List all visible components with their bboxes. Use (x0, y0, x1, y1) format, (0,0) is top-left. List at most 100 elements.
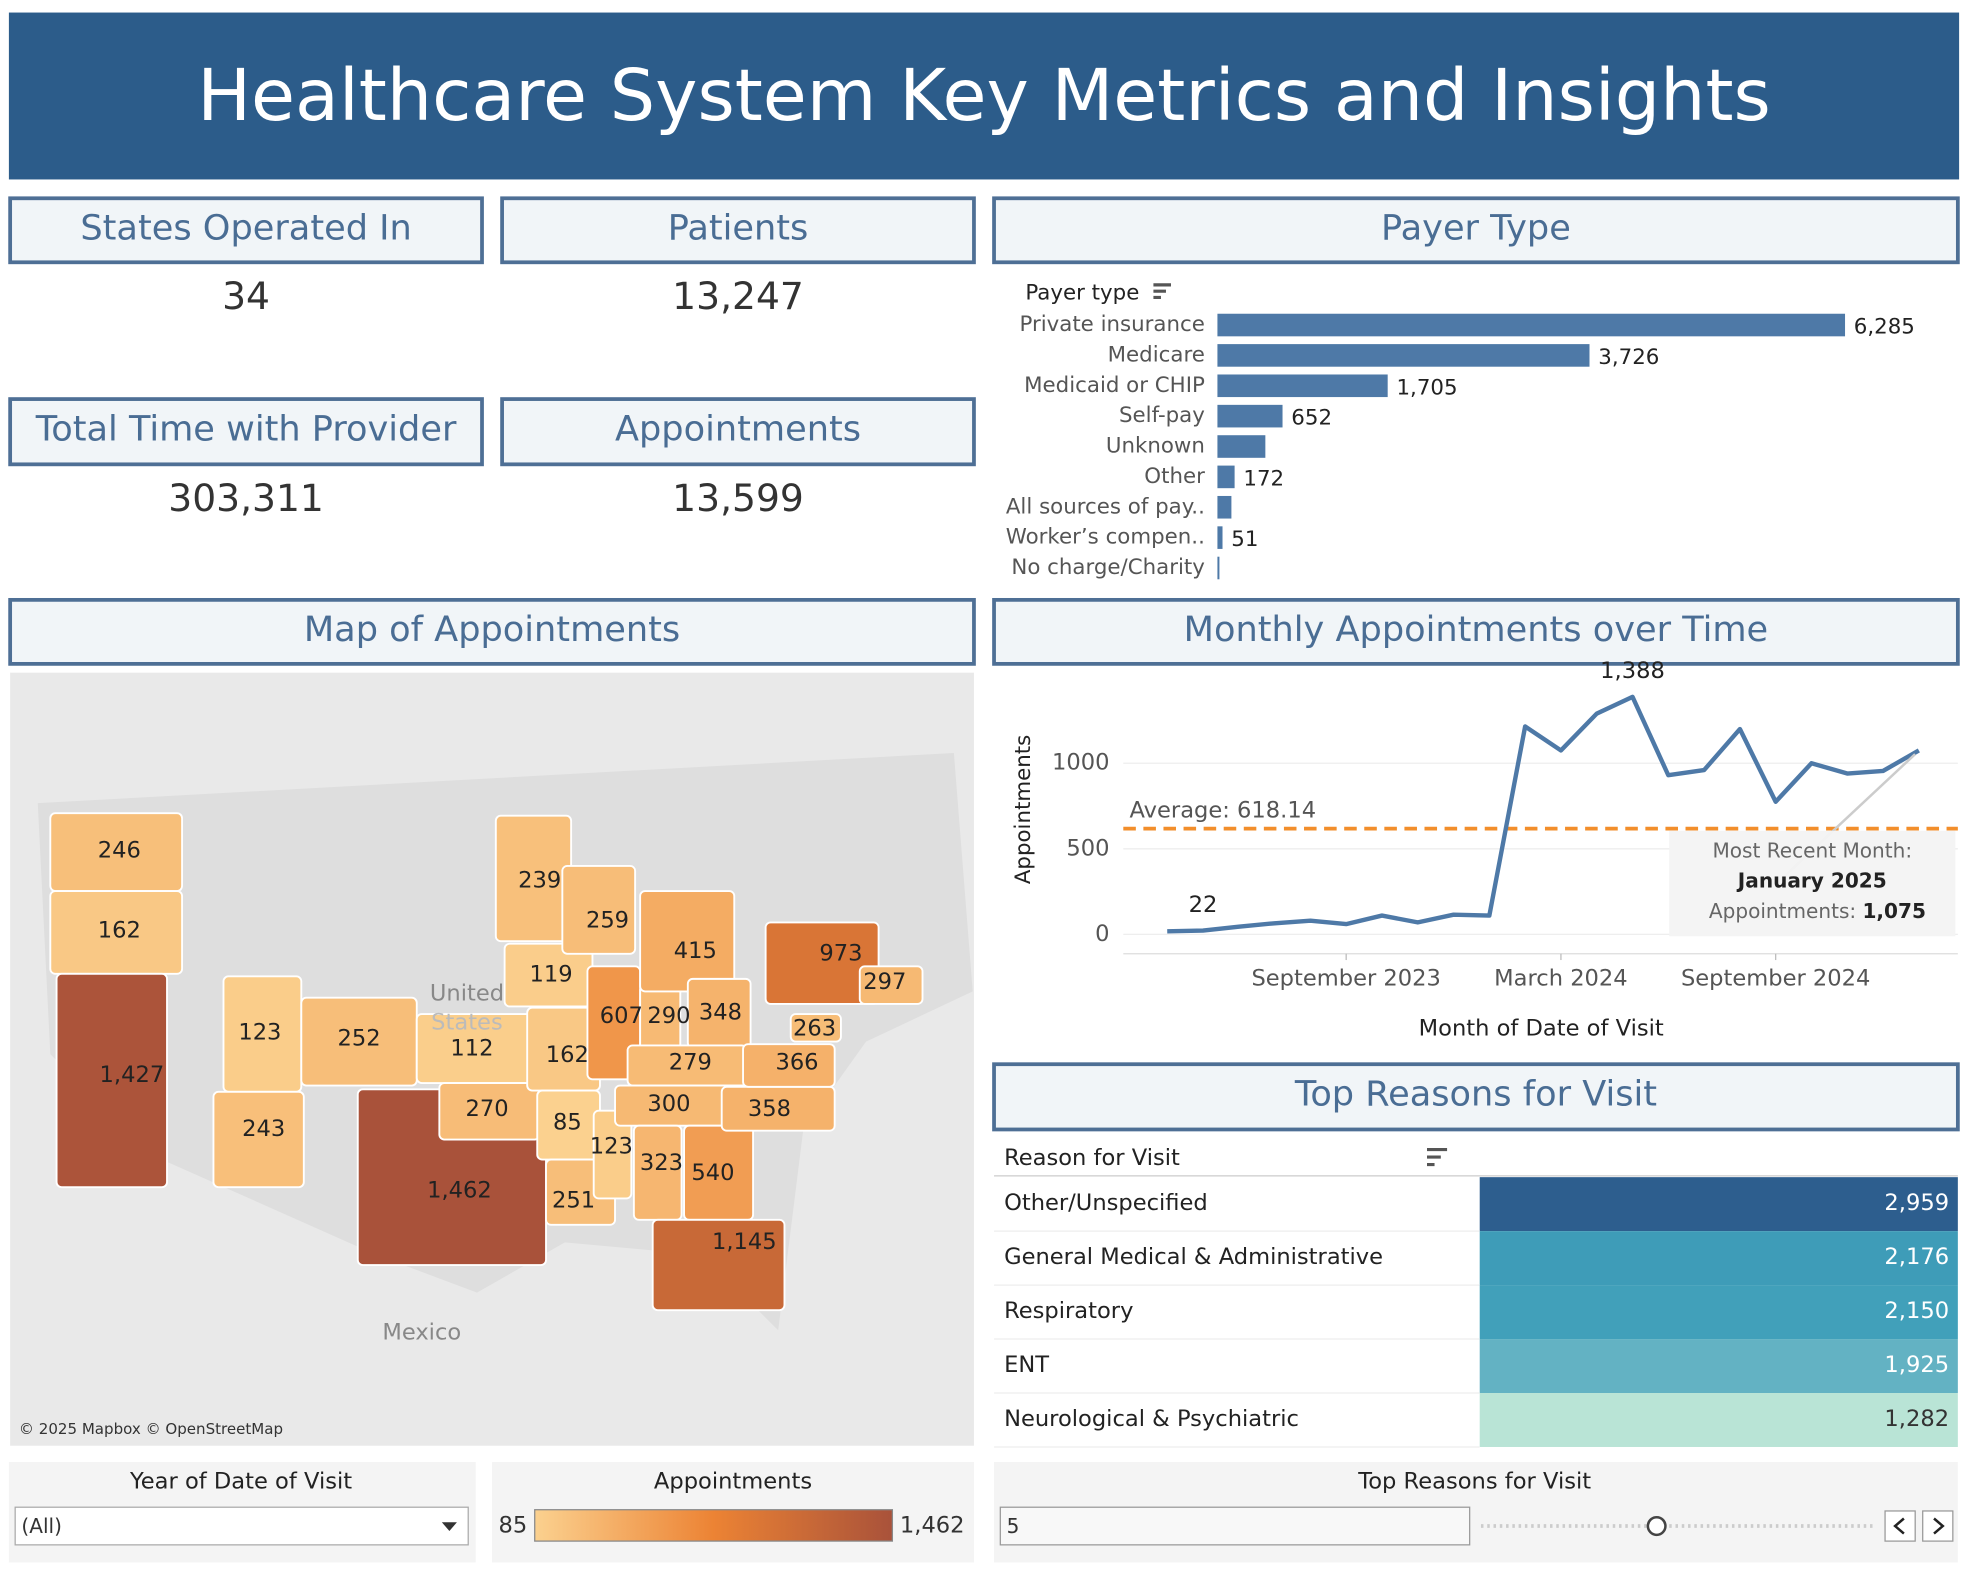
tooltip-month: January 2025 (1736, 869, 1887, 893)
line (1167, 694, 1920, 934)
state-label: 112 (450, 1036, 493, 1062)
state-label: 300 (647, 1091, 690, 1117)
category-label: Medicare (1108, 342, 1205, 367)
x-tick-label: September 2023 (1251, 965, 1440, 991)
bar (1217, 465, 1235, 489)
cell-value: 2,959 (1884, 1190, 1949, 1216)
tooltip-value: 1,075 (1862, 899, 1925, 923)
state-label: 239 (518, 867, 561, 893)
cell (1479, 1231, 1958, 1286)
state-label: 290 (647, 1003, 690, 1029)
kpi-box (500, 397, 976, 467)
country-label: United (430, 980, 504, 1006)
prev-icon[interactable] (1893, 1517, 1905, 1535)
dropdown-arrow[interactable] (441, 1522, 457, 1532)
section-title: Top Reasons for Visit (1294, 1074, 1657, 1115)
kpi-label: Appointments (615, 408, 861, 449)
dropdown[interactable] (14, 1506, 469, 1546)
bar (1217, 495, 1232, 519)
sort-icon (1427, 1147, 1448, 1167)
cell (1479, 1393, 1958, 1447)
legend-min: 85 (498, 1513, 527, 1539)
state-label: 85 (553, 1110, 582, 1136)
state-label: 297 (863, 969, 906, 995)
kpi-value: 13,599 (672, 476, 804, 520)
filter-title: Year of Date of Visit (129, 1469, 352, 1495)
category-label: Unknown (1106, 434, 1205, 459)
state-label: 1,145 (712, 1229, 777, 1255)
kpi-box (500, 196, 976, 265)
state-label: 123 (238, 1019, 281, 1045)
dashboard-title: Healthcare System Key Metrics and Insigh… (197, 54, 1771, 137)
country-label: States (431, 1009, 503, 1035)
reference-label: Average: 618.14 (1130, 798, 1317, 824)
state-label: 243 (242, 1116, 285, 1142)
state-label: 119 (529, 962, 572, 988)
kpi-value: 303,311 (168, 476, 324, 520)
kpi-box (8, 196, 484, 265)
legend-title: Appointments (654, 1469, 812, 1495)
dropdown-value[interactable]: (All) (21, 1514, 62, 1538)
category-label: Other (1144, 464, 1205, 489)
cell-value: 2,176 (1884, 1244, 1949, 1270)
state-label: 415 (674, 938, 717, 964)
state-label: 323 (640, 1150, 683, 1176)
cell (1479, 1339, 1958, 1394)
bar (1217, 435, 1266, 458)
state-label: 252 (337, 1026, 380, 1052)
cell-value: 2,150 (1884, 1298, 1949, 1324)
category-label: Worker’s compen.. (1006, 525, 1205, 550)
state-label: 607 (600, 1003, 643, 1029)
state (651, 1218, 786, 1312)
state (858, 965, 924, 1005)
bar (1217, 374, 1388, 398)
value-label: 6,285 (1854, 315, 1915, 340)
bar (1217, 344, 1590, 367)
value-label: 3,726 (1598, 345, 1659, 370)
row-label: ENT (1004, 1352, 1049, 1378)
y-axis-label: Appointments (1011, 735, 1036, 884)
state-label: 1,462 (427, 1177, 492, 1203)
bar (1217, 404, 1283, 428)
state (742, 1043, 836, 1088)
state (561, 864, 637, 955)
row-label: Other/Unspecified (1004, 1190, 1208, 1216)
category-label: Self-pay (1119, 403, 1205, 428)
prev-button[interactable] (1884, 1510, 1916, 1542)
section-box (8, 597, 976, 666)
tooltip-heading: Most Recent Month: (1712, 839, 1912, 863)
y-tick-label: 0 (1095, 921, 1109, 947)
x-tick-label: September 2024 (1681, 965, 1870, 991)
state-label: 973 (819, 940, 862, 966)
kpi-value: 34 (222, 274, 270, 318)
bar (1217, 313, 1846, 337)
state-label: 162 (98, 918, 141, 944)
parameter-value[interactable]: 5 (1007, 1514, 1020, 1538)
section-title: Monthly Appointments over Time (1184, 609, 1769, 650)
section-title: Payer Type (1381, 208, 1571, 249)
bar (1217, 526, 1223, 549)
state-label: 279 (669, 1049, 712, 1075)
row-label: Neurological & Psychiatric (1004, 1406, 1299, 1432)
next-icon[interactable] (1933, 1517, 1945, 1535)
slider-knob[interactable] (1646, 1515, 1667, 1537)
value-label: 22 (1189, 892, 1218, 918)
parameter-input[interactable] (999, 1506, 1471, 1546)
x-tick-label: March 2024 (1494, 965, 1627, 991)
country-label: Mexico (382, 1319, 461, 1345)
kpi-label: States Operated In (80, 208, 411, 249)
state-label: 358 (748, 1096, 791, 1122)
state-label: 348 (699, 999, 742, 1025)
value-label: 1,705 (1396, 375, 1457, 400)
row-label: General Medical & Administrative (1004, 1244, 1383, 1270)
next-button[interactable] (1922, 1510, 1954, 1542)
state-label: 540 (691, 1160, 734, 1186)
cell-value: 1,925 (1884, 1352, 1949, 1378)
value-label: 1,388 (1600, 658, 1665, 684)
value-label: 172 (1243, 466, 1284, 491)
kpi-label: Patients (668, 208, 809, 249)
section-box (992, 597, 1960, 666)
state (789, 1013, 842, 1043)
state-label: 366 (775, 1049, 818, 1075)
